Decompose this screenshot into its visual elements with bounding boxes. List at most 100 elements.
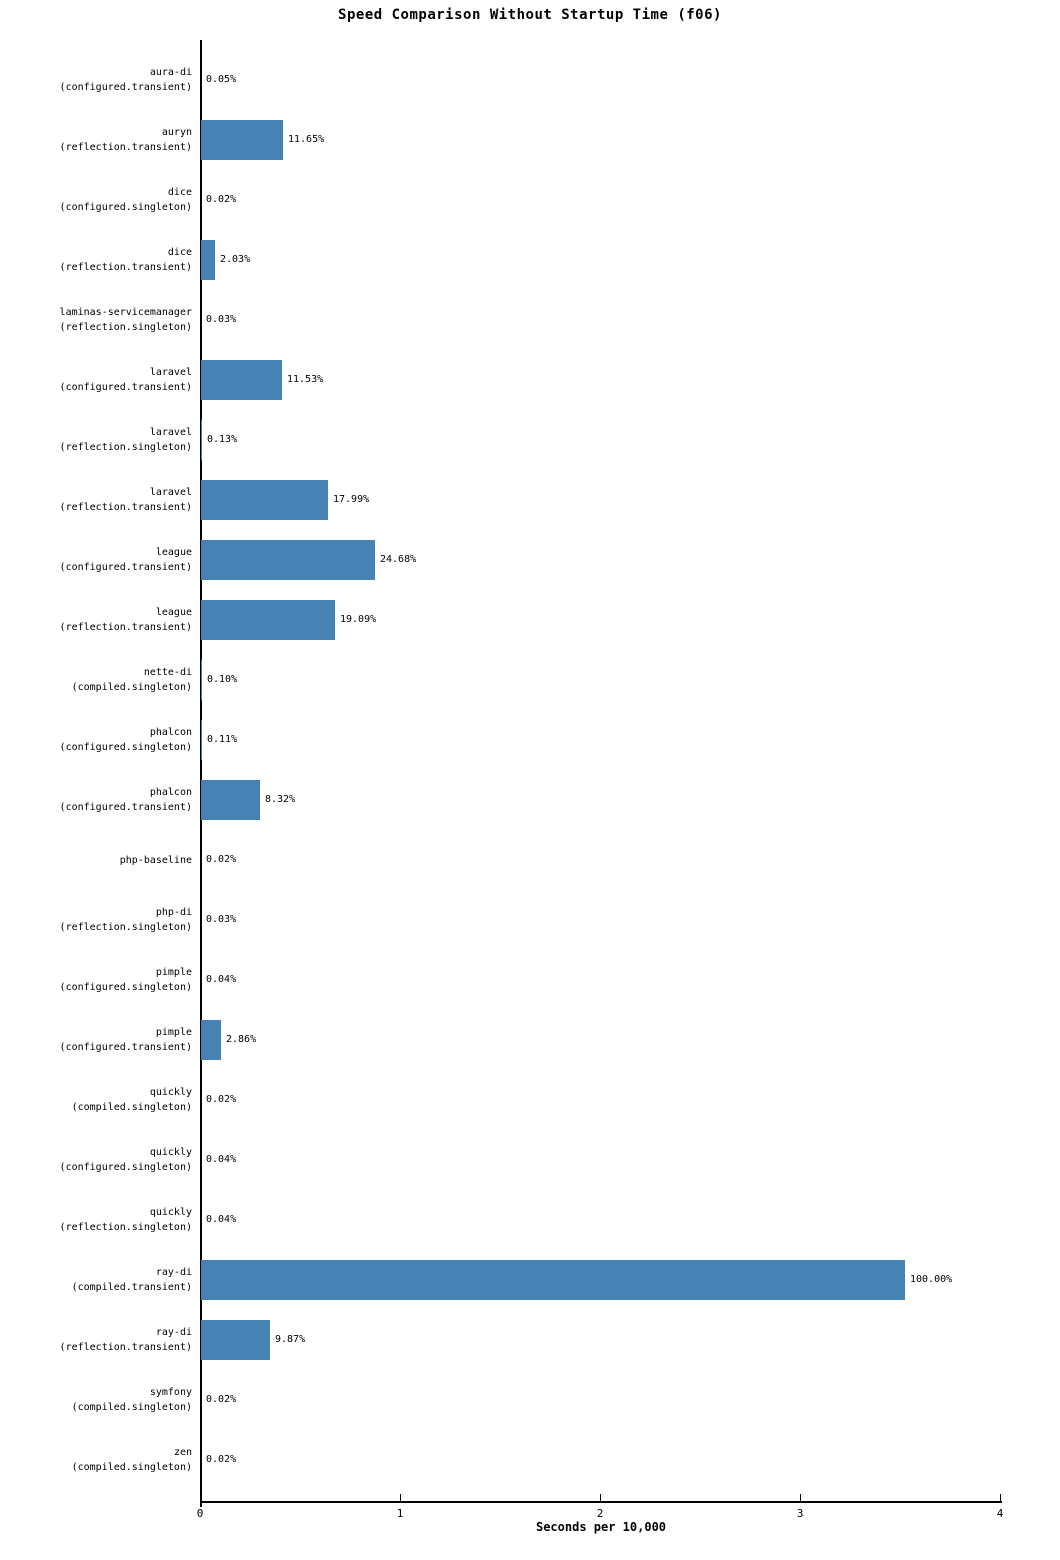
bar <box>201 540 375 580</box>
category-label-line: (configured.transient) <box>59 82 192 93</box>
category-label-line: dice <box>167 247 192 258</box>
category-label-line: quickly <box>149 1087 192 1098</box>
bar-value-label: 0.05% <box>206 74 237 85</box>
bar-value-label: 2.86% <box>226 1034 257 1045</box>
category-label-line: league <box>155 547 192 558</box>
bar-value-label: 0.04% <box>206 974 237 985</box>
bar-value-label: 2.03% <box>220 254 251 265</box>
category-label: laminas-servicemanager (reflection.single… <box>0 305 192 335</box>
category-label-line: (configured.singleton) <box>59 202 192 213</box>
category-label-line: (reflection.transient) <box>59 1342 192 1353</box>
x-tick <box>1000 1494 1001 1501</box>
category-label-line: dice <box>167 187 192 198</box>
category-label: zen (compiled.singleton) <box>0 1445 192 1475</box>
bar <box>201 1260 905 1300</box>
x-axis-line <box>200 1501 1002 1503</box>
category-label: league (configured.transient) <box>0 545 192 575</box>
bar-value-label: 0.04% <box>206 1154 237 1165</box>
x-tick <box>200 1494 201 1501</box>
category-label-line: ray-di <box>155 1327 192 1338</box>
category-label: laravel (configured.transient) <box>0 365 192 395</box>
x-tick <box>400 1494 401 1501</box>
x-tick-label: 4 <box>996 1507 1004 1520</box>
bar <box>201 480 328 520</box>
bar-value-label: 19.09% <box>340 614 377 625</box>
x-tick <box>800 1494 801 1501</box>
category-label-line: aura-di <box>149 67 192 78</box>
category-label-line: phalcon <box>149 787 192 798</box>
category-label-line: (reflection.transient) <box>59 262 192 273</box>
category-label: quickly (compiled.singleton) <box>0 1085 192 1115</box>
x-tick <box>600 1494 601 1501</box>
category-label-line: phalcon <box>149 727 192 738</box>
category-label-line: (configured.transient) <box>59 562 192 573</box>
category-label-line: php-di <box>155 907 192 918</box>
category-label: laravel (reflection.transient) <box>0 485 192 515</box>
bar-value-label: 24.68% <box>380 554 417 565</box>
bar-value-label: 9.87% <box>275 1334 306 1345</box>
x-tick-label: 1 <box>396 1507 404 1520</box>
category-label-line: laravel <box>149 487 192 498</box>
bar-value-label: 11.53% <box>287 374 324 385</box>
bar-value-label: 0.13% <box>207 434 238 445</box>
category-label: symfony (compiled.singleton) <box>0 1385 192 1415</box>
category-label: nette-di (compiled.singleton) <box>0 665 192 695</box>
category-label-line: (compiled.transient) <box>71 1282 192 1293</box>
category-label-line: laravel <box>149 427 192 438</box>
x-tick-label: 3 <box>796 1507 804 1520</box>
category-label-line: quickly <box>149 1147 192 1158</box>
category-label-line: (reflection.transient) <box>59 622 192 633</box>
bar-value-label: 8.32% <box>265 794 296 805</box>
bar <box>201 360 282 400</box>
bar-value-label: 0.02% <box>206 1454 237 1465</box>
bar-value-label: 17.99% <box>333 494 370 505</box>
category-label-line: league <box>155 607 192 618</box>
category-label: aura-di (configured.transient) <box>0 65 192 95</box>
category-label: quickly (configured.singleton) <box>0 1145 192 1175</box>
category-label-line: (compiled.singleton) <box>71 682 192 693</box>
category-label-line: ray-di <box>155 1267 192 1278</box>
category-label-line: (configured.singleton) <box>59 982 192 993</box>
bar <box>201 1320 270 1360</box>
category-label-line: quickly <box>149 1207 192 1218</box>
category-label-line: (compiled.singleton) <box>71 1462 192 1473</box>
bar-value-label: 0.03% <box>206 314 237 325</box>
bar-value-label: 0.10% <box>207 674 238 685</box>
category-label-line: laravel <box>149 367 192 378</box>
bar <box>201 120 283 160</box>
bar <box>201 600 335 640</box>
category-label: php-baseline <box>0 853 192 868</box>
category-label-line: laminas-servicemanager <box>59 307 192 318</box>
category-label: ray-di (compiled.transient) <box>0 1265 192 1295</box>
category-label-line: (compiled.singleton) <box>71 1402 192 1413</box>
y-axis-line <box>200 40 202 1507</box>
category-label-line: (configured.transient) <box>59 802 192 813</box>
bar-value-label: 0.02% <box>206 194 237 205</box>
category-label: auryn (reflection.transient) <box>0 125 192 155</box>
bar <box>201 240 215 280</box>
category-label: ray-di (reflection.transient) <box>0 1325 192 1355</box>
category-label-line: (configured.transient) <box>59 382 192 393</box>
category-label: php-di (reflection.singleton) <box>0 905 192 935</box>
category-label: pimple (configured.transient) <box>0 1025 192 1055</box>
bar-value-label: 0.03% <box>206 914 237 925</box>
chart-title: Speed Comparison Without Startup Time (f… <box>338 7 722 23</box>
category-label-line: php-baseline <box>119 854 192 866</box>
category-label: laravel (reflection.singleton) <box>0 425 192 455</box>
category-label: phalcon (configured.singleton) <box>0 725 192 755</box>
bar <box>201 420 202 460</box>
category-label-line: pimple <box>155 1027 192 1038</box>
category-label-line: (configured.transient) <box>59 1042 192 1053</box>
category-label-line: (reflection.transient) <box>59 502 192 513</box>
category-label-line: (reflection.singleton) <box>59 1222 192 1233</box>
bar-value-label: 0.11% <box>207 734 238 745</box>
category-label: dice (configured.singleton) <box>0 185 192 215</box>
category-label-line: (configured.singleton) <box>59 1162 192 1173</box>
category-label: league (reflection.transient) <box>0 605 192 635</box>
category-label: dice (reflection.transient) <box>0 245 192 275</box>
bar-value-label: 0.02% <box>206 1094 237 1105</box>
x-axis-title: Seconds per 10,000 <box>535 1520 667 1534</box>
category-label-line: (configured.singleton) <box>59 742 192 753</box>
bar <box>201 720 202 760</box>
